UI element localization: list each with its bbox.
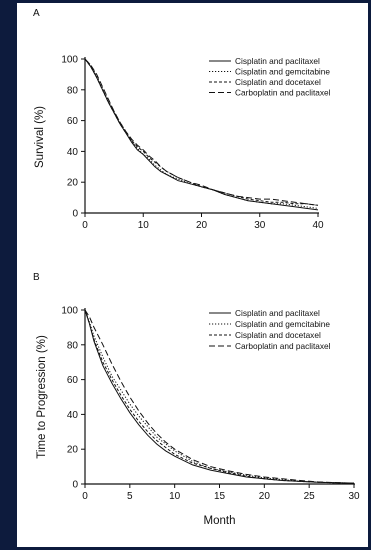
- series-line-2: [84, 309, 355, 484]
- y-tick-label: 60: [67, 116, 79, 127]
- y-axis-label: Survival (%): [34, 106, 46, 168]
- legend-label: Carboplatin and paclitaxel: [235, 88, 331, 98]
- x-tick-label: 0: [82, 220, 88, 231]
- x-tick-label: 20: [196, 220, 208, 231]
- panel-label: A: [33, 8, 40, 19]
- x-tick-label: 5: [127, 491, 133, 502]
- y-tick-label: 20: [67, 445, 79, 456]
- legend-label: Cisplatin and paclitaxel: [235, 56, 320, 66]
- y-tick-label: 40: [67, 410, 79, 421]
- series-line-4: [84, 58, 319, 206]
- x-tick-label: 0: [82, 491, 88, 502]
- panel-label: B: [33, 272, 40, 283]
- y-tick-label: 40: [67, 147, 79, 158]
- y-axis-label: Time to Progression (%): [36, 335, 48, 459]
- x-tick-label: 30: [348, 491, 360, 502]
- legend-label: Cisplatin and gemcitabine: [235, 319, 330, 329]
- x-tick-label: 15: [214, 491, 226, 502]
- x-tick-label: 20: [259, 491, 271, 502]
- legend-label: Cisplatin and docetaxel: [235, 77, 321, 87]
- legend-label: Cisplatin and docetaxel: [235, 330, 321, 340]
- x-tick-label: 30: [254, 220, 266, 231]
- x-tick-label: 25: [304, 491, 316, 502]
- y-tick-label: 80: [67, 85, 79, 96]
- y-tick-label: 0: [72, 209, 78, 220]
- x-tick-label: 40: [312, 220, 324, 231]
- y-tick-label: 100: [61, 306, 78, 317]
- y-tick-label: 60: [67, 375, 79, 386]
- x-tick-label: 10: [138, 220, 150, 231]
- legend-label: Cisplatin and gemcitabine: [235, 67, 330, 77]
- y-tick-label: 100: [61, 55, 78, 66]
- figure-panel: A 0 20 40 60 80 100 0 10 20 30 40 Survival (%) Cispla…: [17, 3, 368, 547]
- y-tick-label: 20: [67, 178, 79, 189]
- x-tick-label: 10: [169, 491, 181, 502]
- legend-label: Cisplatin and paclitaxel: [235, 308, 320, 318]
- chart-survival: A 0 20 40 60 80 100 0 10 20 30 40 Survival (%) Cispla…: [33, 8, 331, 231]
- legend-label: Carboplatin and paclitaxel: [235, 341, 331, 351]
- series-line-4: [84, 309, 355, 484]
- y-tick-label: 0: [72, 480, 78, 491]
- series-line-3: [84, 309, 355, 484]
- chart-time-to-progression: B 0 20 40 60 80 100 0 5 10 15 20 25 30 Time to Progres…: [33, 272, 360, 527]
- x-axis-label: Month: [204, 515, 236, 527]
- y-tick-label: 80: [67, 340, 79, 351]
